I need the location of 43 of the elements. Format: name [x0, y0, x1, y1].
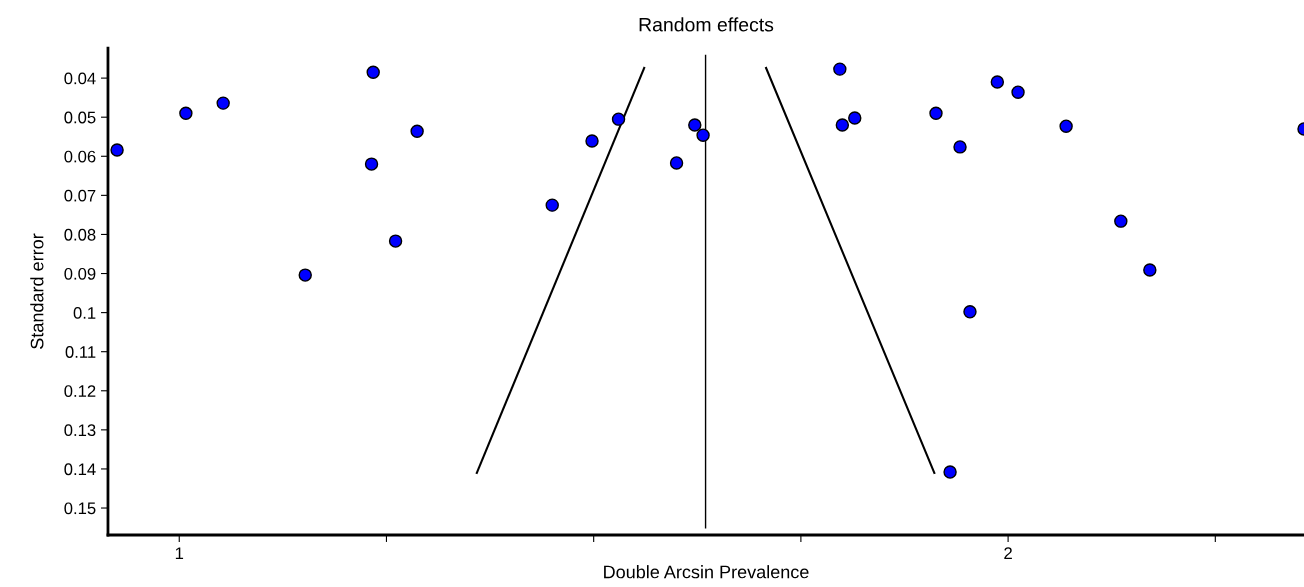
point — [963, 305, 977, 319]
y-tick-label: 0.12 — [64, 385, 96, 397]
point — [835, 118, 850, 132]
point — [833, 62, 847, 76]
point — [410, 124, 424, 138]
y-tick-label: 0.15 — [64, 502, 96, 515]
x-axis-title: Double Arcsin Prevalence — [604, 565, 809, 579]
point — [688, 118, 702, 132]
point — [364, 157, 379, 171]
y-tick-label: 0.08 — [64, 228, 96, 241]
y-tick-label: 0.13 — [64, 424, 96, 437]
y-tick-label: 0.04 — [64, 72, 96, 85]
y-tick-label: 0.11 — [65, 346, 96, 358]
point — [1114, 214, 1128, 228]
point — [179, 106, 193, 120]
y-tick-label: 0.14 — [64, 463, 96, 476]
point — [1143, 263, 1157, 277]
point — [953, 140, 967, 154]
x-tick-label: 1 — [175, 547, 184, 559]
point — [929, 106, 943, 120]
point — [990, 75, 1005, 89]
point — [1011, 85, 1025, 99]
y-axis-title: Standard error — [30, 233, 44, 349]
point — [388, 234, 403, 248]
point — [545, 198, 559, 212]
point — [585, 134, 599, 148]
y-tick-label: 0.09 — [64, 267, 96, 280]
point — [669, 156, 684, 170]
point — [366, 65, 380, 79]
point — [110, 143, 124, 157]
point — [1059, 119, 1073, 133]
point — [848, 111, 862, 125]
point — [943, 465, 957, 479]
point — [216, 96, 230, 110]
point — [611, 112, 626, 126]
point — [696, 128, 710, 142]
y-tick-label: 0.07 — [64, 189, 96, 202]
y-tick-label: 0.05 — [64, 111, 96, 124]
point — [298, 268, 312, 282]
y-tick-label: 0.06 — [64, 150, 96, 163]
x-tick-label: 2 — [1004, 547, 1012, 559]
chart-title: Random effects — [639, 17, 774, 32]
y-tick-label: 0.1 — [73, 307, 96, 319]
